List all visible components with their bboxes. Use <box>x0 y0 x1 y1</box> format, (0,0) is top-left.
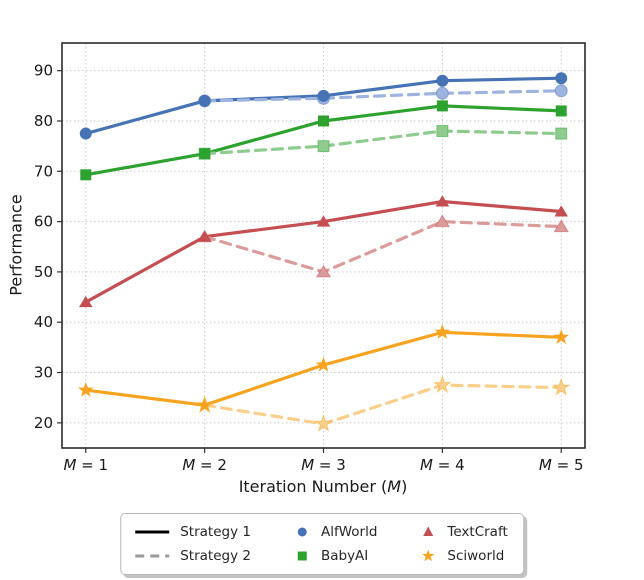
y-tick-label-70: 70 <box>34 162 53 180</box>
legend-label-babyai: BabyAI <box>320 548 369 564</box>
y-tick-label-50: 50 <box>34 263 53 281</box>
alfworld-circle-marker-icon <box>297 527 307 537</box>
marker-sciworld-s1-m1 <box>77 381 94 397</box>
marker-babyai-s1-m5 <box>555 105 567 117</box>
legend-item-textcraft: TextCraft <box>419 524 508 540</box>
marker-textcraft-s1-m4 <box>435 195 450 207</box>
y-tick-label-60: 60 <box>34 213 53 231</box>
legend: Strategy 1 Strategy 2 AlfWorld BabyAI Te… <box>120 513 524 575</box>
y-tick-label-90: 90 <box>34 62 53 80</box>
legend-label-textcraft: TextCraft <box>447 524 508 540</box>
y-axis-label: Performance <box>6 194 26 296</box>
marker-alfworld-s1-m3 <box>317 89 330 102</box>
marker-babyai-s1-m2 <box>199 148 211 160</box>
legend-item-alfworld: AlfWorld <box>293 524 377 540</box>
sciworld-star-marker-icon <box>422 549 435 562</box>
babyai-square-marker-icon <box>297 551 307 561</box>
x-tick-label-1: M = 1 <box>63 456 108 474</box>
y-tick-label-80: 80 <box>34 112 53 130</box>
marker-babyai-s2-m5 <box>555 127 568 140</box>
marker-textcraft-s1-m3 <box>316 215 331 227</box>
marker-babyai-s1-m1 <box>80 169 92 181</box>
legend-item-strategy-2: Strategy 2 <box>134 548 251 564</box>
marker-textcraft-s2-m5 <box>553 219 569 233</box>
marker-alfworld-s2-m5 <box>554 84 568 98</box>
marker-sciworld-s1-m5 <box>553 329 570 344</box>
marker-sciworld-s1-m4 <box>434 324 451 339</box>
marker-sciworld-s2-m5 <box>551 377 571 396</box>
legend-item-sciworld: Sciworld <box>419 548 507 564</box>
x-axis-label: Iteration Number (M) <box>238 477 408 496</box>
x-tick-label-4: M = 4 <box>420 456 465 474</box>
legend-label-sciworld: Sciworld <box>447 548 505 564</box>
x-tick-label-2: M = 2 <box>182 456 227 474</box>
legend-item-strategy-1: Strategy 1 <box>134 524 251 540</box>
legend-label-alfworld: AlfWorld <box>320 524 378 540</box>
line-alfworld-strategy2 <box>203 89 563 103</box>
marker-textcraft-s2-m3 <box>315 264 332 278</box>
x-tick-label-5: M = 5 <box>539 456 584 474</box>
marker-sciworld-s2-m4 <box>433 375 452 393</box>
marker-alfworld-s1-m4 <box>436 74 449 87</box>
marker-babyai-s1-m3 <box>318 115 329 127</box>
strategy2-dashed-line-icon <box>135 554 170 558</box>
line-babyai-strategy2 <box>203 129 563 156</box>
marker-textcraft-s2-m4 <box>434 214 451 228</box>
legend-label-strategy-2: Strategy 2 <box>180 548 251 564</box>
line-textcraft-strategy2 <box>203 219 563 274</box>
marker-sciworld-s1-m3 <box>315 356 332 372</box>
marker-babyai-s2-m3 <box>317 140 330 153</box>
marker-alfworld-s1-m2 <box>198 94 211 107</box>
marker-alfworld-s2-m4 <box>435 86 449 100</box>
marker-textcraft-s1-m2 <box>197 230 212 242</box>
y-tick-label-30: 30 <box>34 364 53 382</box>
y-tick-label-20: 20 <box>34 414 53 432</box>
marker-babyai-s1-m4 <box>436 100 448 112</box>
marker-textcraft-s1-m1 <box>78 295 93 308</box>
strategy1-solid-line-icon <box>135 530 170 534</box>
marker-alfworld-s1-m1 <box>79 127 92 140</box>
x-tick-label-3: M = 3 <box>301 456 346 474</box>
textcraft-triangle-marker-icon <box>423 526 434 536</box>
y-tick-label-40: 40 <box>34 313 53 331</box>
legend-item-babyai: BabyAI <box>293 548 377 564</box>
marker-sciworld-s1-m2 <box>196 397 213 412</box>
line-sciworld-strategy2 <box>203 383 563 426</box>
marker-textcraft-s1-m5 <box>554 205 569 217</box>
marker-alfworld-s1-m5 <box>555 72 568 85</box>
axes-frame <box>61 42 586 449</box>
legend-label-strategy-1: Strategy 1 <box>180 524 251 540</box>
marker-babyai-s2-m4 <box>436 125 449 138</box>
marker-sciworld-s2-m3 <box>314 414 333 432</box>
